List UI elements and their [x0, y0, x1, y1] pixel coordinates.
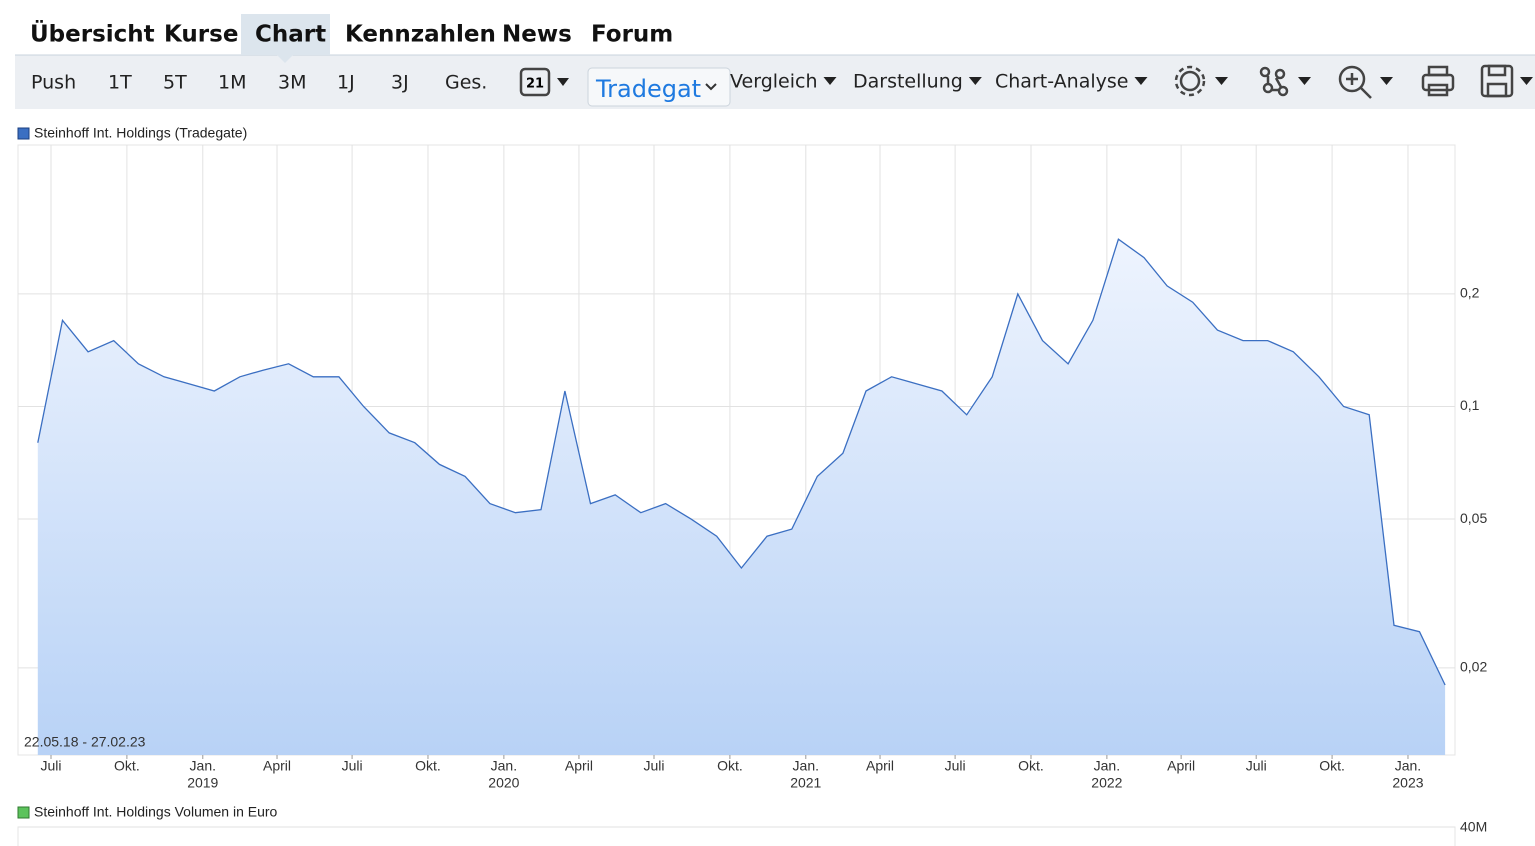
- legend-label: Steinhoff Int. Holdings (Tradegate): [34, 125, 247, 141]
- year-label: 2019: [187, 775, 218, 791]
- calendar-icon[interactable]: [519, 67, 551, 97]
- volume-plot-area: [17, 826, 1456, 846]
- period-button[interactable]: 1T: [108, 72, 132, 94]
- toolbar-bg: [15, 55, 1535, 109]
- dropdown-arrow[interactable]: [968, 77, 982, 85]
- settings-icon[interactable]: [1179, 70, 1201, 92]
- x-tick-label: Juli: [342, 758, 363, 774]
- toolbar-icons: [519, 64, 1533, 99]
- x-tick-label: Jan.: [190, 758, 216, 774]
- zoom-icon[interactable]: [1338, 65, 1366, 93]
- y-tick-label: 0,05: [1460, 510, 1487, 526]
- year-label: 2022: [1091, 775, 1122, 791]
- period-button[interactable]: 1J: [337, 72, 355, 94]
- calendar-day: 21: [526, 77, 544, 92]
- period-button[interactable]: 3M: [278, 72, 306, 94]
- dropdown-arrow[interactable]: [1134, 77, 1148, 85]
- toolbar-menu[interactable]: Vergleich: [730, 71, 818, 93]
- year-label: 2023: [1392, 775, 1423, 791]
- toolbar-menu[interactable]: Darstellung: [853, 71, 963, 93]
- exchange-value[interactable]: Tradegat: [595, 75, 701, 103]
- y-tick-label: 0,2: [1460, 285, 1480, 301]
- period-button[interactable]: Ges.: [445, 72, 487, 94]
- x-tick-label: Jan.: [1094, 758, 1120, 774]
- legend-swatch: [17, 806, 30, 819]
- x-tick-label: Okt.: [114, 758, 140, 774]
- x-tick-label: April: [565, 758, 593, 774]
- x-tick-label: Jan.: [1395, 758, 1421, 774]
- x-tick-label: Juli: [644, 758, 665, 774]
- x-tick-label: Okt.: [1319, 758, 1345, 774]
- active-tab-pointer: [277, 55, 293, 63]
- y-tick-label: 0,1: [1460, 397, 1480, 413]
- period-button[interactable]: 1M: [218, 72, 246, 94]
- y-tick-label: 40M: [1460, 819, 1487, 835]
- dropdown-arrow[interactable]: [557, 78, 569, 86]
- x-tick-label: April: [263, 758, 291, 774]
- x-tick-label: Juli: [40, 758, 61, 774]
- nav-tab[interactable]: News: [502, 22, 572, 48]
- x-tick-label: April: [1167, 758, 1195, 774]
- active-tab-bg: [241, 14, 330, 55]
- legend-swatch: [17, 127, 30, 140]
- nav-tab[interactable]: Kurse: [164, 22, 238, 48]
- year-label: 2021: [790, 775, 821, 791]
- price-line: [37, 238, 1446, 686]
- period-button[interactable]: 3J: [391, 72, 409, 94]
- exchange-select[interactable]: [587, 67, 731, 107]
- x-tick-label: Juli: [945, 758, 966, 774]
- select-arrow[interactable]: [705, 83, 717, 91]
- dropdown-arrow[interactable]: [823, 77, 837, 85]
- date-range: 22.05.18 - 27.02.23: [24, 734, 146, 750]
- nav-tab[interactable]: Chart: [255, 22, 326, 48]
- network-icon[interactable]: [1259, 66, 1271, 78]
- x-tick-label: Jan.: [491, 758, 517, 774]
- x-tick-label: Juli: [1246, 758, 1267, 774]
- x-tick-label: Okt.: [717, 758, 743, 774]
- legend-label: Steinhoff Int. Holdings Volumen in Euro: [34, 804, 278, 820]
- year-label: 2020: [488, 775, 519, 791]
- nav-tab[interactable]: Kennzahlen: [345, 22, 496, 48]
- toolbar-menu[interactable]: Chart-Analyse: [995, 71, 1128, 93]
- nav-tab[interactable]: Übersicht: [30, 20, 155, 48]
- period-button[interactable]: Push: [31, 72, 76, 94]
- price-area: [37, 239, 1446, 755]
- period-button[interactable]: 5T: [163, 72, 187, 94]
- x-tick-label: Jan.: [793, 758, 819, 774]
- x-tick-label: Okt.: [415, 758, 441, 774]
- y-tick-label: 0,02: [1460, 659, 1487, 675]
- nav-tab[interactable]: Forum: [591, 22, 673, 48]
- x-tick-label: Okt.: [1018, 758, 1044, 774]
- x-tick-label: April: [866, 758, 894, 774]
